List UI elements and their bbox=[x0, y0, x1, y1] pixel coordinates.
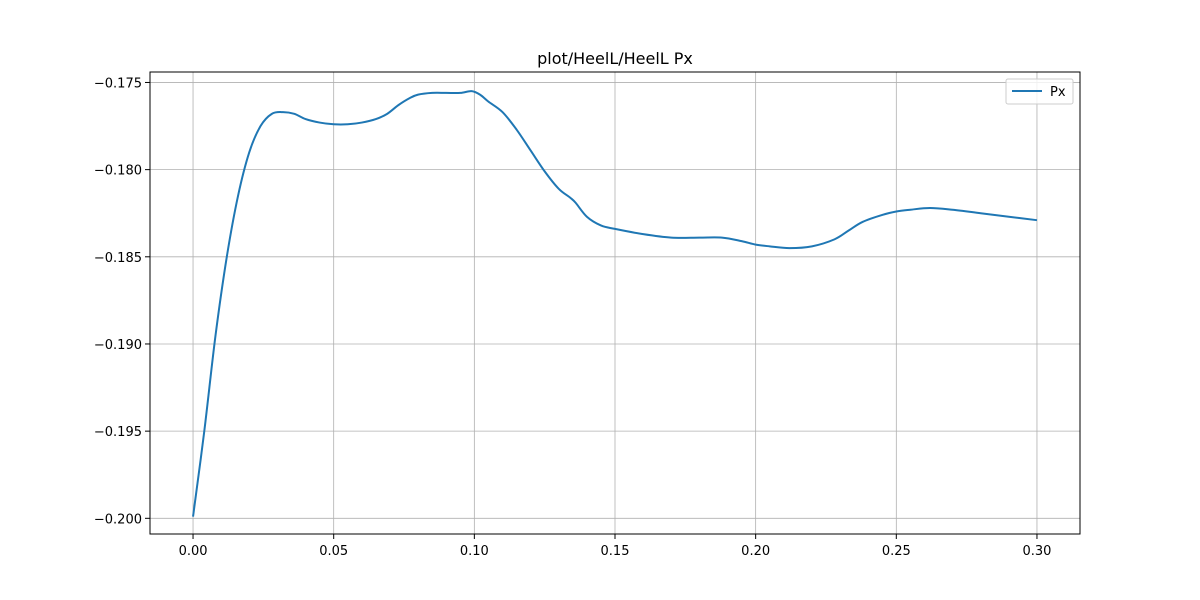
chart-title: plot/HeelL/HeelL Px bbox=[537, 49, 693, 68]
x-tick-label: 0.00 bbox=[179, 544, 208, 559]
x-tick-label: 0.10 bbox=[460, 544, 489, 559]
x-tick-label: 0.15 bbox=[601, 544, 630, 559]
y-tick-label: −0.180 bbox=[94, 164, 142, 179]
y-tick-label: −0.185 bbox=[94, 251, 142, 266]
y-tick-label: −0.195 bbox=[94, 425, 142, 440]
grid bbox=[150, 72, 1080, 534]
x-tick-label: 0.05 bbox=[319, 544, 348, 559]
y-tick-label: −0.190 bbox=[94, 338, 142, 353]
legend-label-px: Px bbox=[1050, 85, 1066, 100]
y-tick-label: −0.200 bbox=[94, 512, 142, 527]
x-tick-label: 0.30 bbox=[1022, 544, 1051, 559]
y-tick-label: −0.175 bbox=[94, 76, 142, 91]
x-tick-label: 0.25 bbox=[882, 544, 911, 559]
series-line-px bbox=[192, 90, 1038, 517]
series-layer bbox=[192, 90, 1038, 517]
legend: Px bbox=[1005, 78, 1074, 105]
x-tick-label: 0.20 bbox=[741, 544, 770, 559]
x-axis: 0.00 0.05 0.10 0.15 0.20 0.25 0.30 bbox=[179, 534, 1051, 559]
y-axis: −0.200 −0.195 −0.190 −0.185 −0.180 −0.175 bbox=[94, 76, 150, 527]
